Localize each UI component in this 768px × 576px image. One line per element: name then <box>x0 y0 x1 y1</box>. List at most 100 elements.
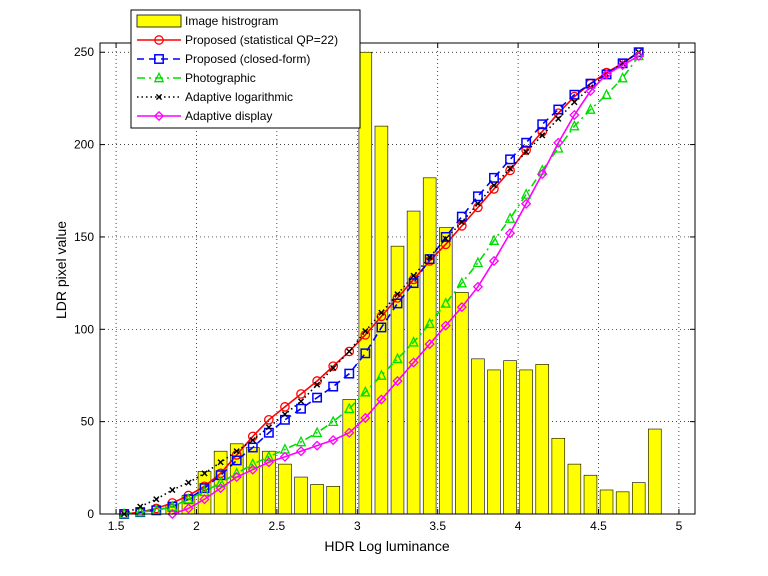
marker-diamond <box>537 169 548 180</box>
marker-x <box>426 254 433 261</box>
series-photographic <box>118 49 644 519</box>
marker-x <box>346 348 353 355</box>
histogram-bar <box>278 463 292 515</box>
marker-diamond <box>472 281 484 292</box>
marker-x <box>555 115 562 122</box>
x-tick-label: 5 <box>676 519 683 533</box>
histogram-bar <box>439 227 453 515</box>
marker-x <box>523 148 530 156</box>
marker-diamond <box>633 50 644 62</box>
marker-square <box>312 392 323 403</box>
marker-square <box>247 442 258 453</box>
legend-label: Adaptive display <box>185 109 272 123</box>
marker-triangle <box>504 212 516 223</box>
marker-triangle <box>424 317 435 329</box>
histogram-bar <box>648 428 662 515</box>
histogram-bar <box>310 484 324 515</box>
histogram-bar <box>326 485 340 515</box>
marker-triangle <box>569 119 580 131</box>
marker-x <box>314 381 321 388</box>
y-axis-label: LDR pixel value <box>53 221 69 319</box>
marker-square <box>569 89 580 100</box>
marker-diamond <box>215 483 226 494</box>
marker-triangle <box>376 369 387 380</box>
marker-x <box>506 165 514 172</box>
marker-square <box>231 455 242 466</box>
y-tick-label: 250 <box>74 45 94 59</box>
marker-x <box>249 437 256 444</box>
histogram-bar <box>519 369 533 515</box>
legend: Image histrogram Proposed (statistical QP… <box>130 9 361 129</box>
marker-x <box>490 182 498 189</box>
marker-square <box>553 104 564 115</box>
marker-circle <box>154 35 164 45</box>
marker-x <box>233 448 240 455</box>
marker-diamond <box>199 494 210 505</box>
marker-triangle <box>134 505 146 517</box>
series-line <box>124 51 640 515</box>
marker-diamond <box>231 471 242 483</box>
marker-diamond <box>488 255 500 267</box>
marker-circle <box>440 239 451 250</box>
grid-lines <box>100 43 695 515</box>
marker-diamond <box>295 446 307 457</box>
marker-diamond <box>247 464 258 475</box>
marker-diamond <box>424 338 435 350</box>
x-tick-label: 4.5 <box>590 519 607 533</box>
axes <box>99 42 696 515</box>
marker-circle <box>505 165 515 176</box>
histogram-bar <box>615 491 630 515</box>
y-tick-label: 150 <box>74 230 94 244</box>
histogram-bar <box>294 476 308 515</box>
marker-triangle <box>360 385 371 397</box>
marker-diamond <box>553 137 564 148</box>
y-tick-label: 100 <box>74 322 94 336</box>
marker-x <box>185 479 192 486</box>
marker-square <box>392 298 403 309</box>
axes-box <box>99 42 696 515</box>
marker-square <box>505 154 516 165</box>
histogram-bar <box>503 360 517 515</box>
marker-triangle <box>617 71 628 83</box>
y-tick-label: 0 <box>87 507 94 521</box>
marker-diamond <box>456 302 467 313</box>
marker-square <box>408 278 419 289</box>
marker-diamond <box>521 198 532 209</box>
histogram-bar <box>631 482 646 515</box>
marker-diamond <box>279 451 291 462</box>
marker-triangle <box>488 234 500 245</box>
marker-circle <box>280 402 290 412</box>
marker-diamond <box>183 503 194 514</box>
marker-square <box>296 403 306 414</box>
y-tick-label: 50 <box>81 415 95 429</box>
marker-square <box>263 427 274 438</box>
marker-square <box>440 231 451 242</box>
legend-entry: Adaptive display <box>137 109 272 123</box>
marker-x <box>442 235 449 242</box>
x-tick-label: 1.5 <box>108 519 125 533</box>
marker-square <box>344 368 355 379</box>
legend-entry: Image histrogram <box>136 14 278 28</box>
marker-x <box>539 132 546 139</box>
marker-x <box>217 459 224 466</box>
histogram-bar <box>342 399 356 515</box>
marker-triangle <box>408 336 419 347</box>
marker-triangle <box>585 103 596 114</box>
marker-triangle <box>295 435 307 447</box>
x-tick-label: 2 <box>193 519 200 533</box>
marker-square <box>521 137 532 148</box>
marker-triangle <box>263 450 275 462</box>
marker-diamond <box>585 85 596 97</box>
legend-box <box>130 9 361 129</box>
marker-x <box>394 291 401 298</box>
marker-x <box>169 486 176 494</box>
marker-x <box>330 364 337 372</box>
marker-x <box>474 200 481 207</box>
legend-label: Proposed (closed-form) <box>185 52 310 66</box>
x-tick-label: 4 <box>515 519 522 533</box>
marker-triangle <box>153 71 165 83</box>
marker-square <box>489 172 499 183</box>
marker-diamond <box>569 109 580 121</box>
marker-diamond <box>440 320 451 331</box>
marker-diamond <box>263 457 274 468</box>
